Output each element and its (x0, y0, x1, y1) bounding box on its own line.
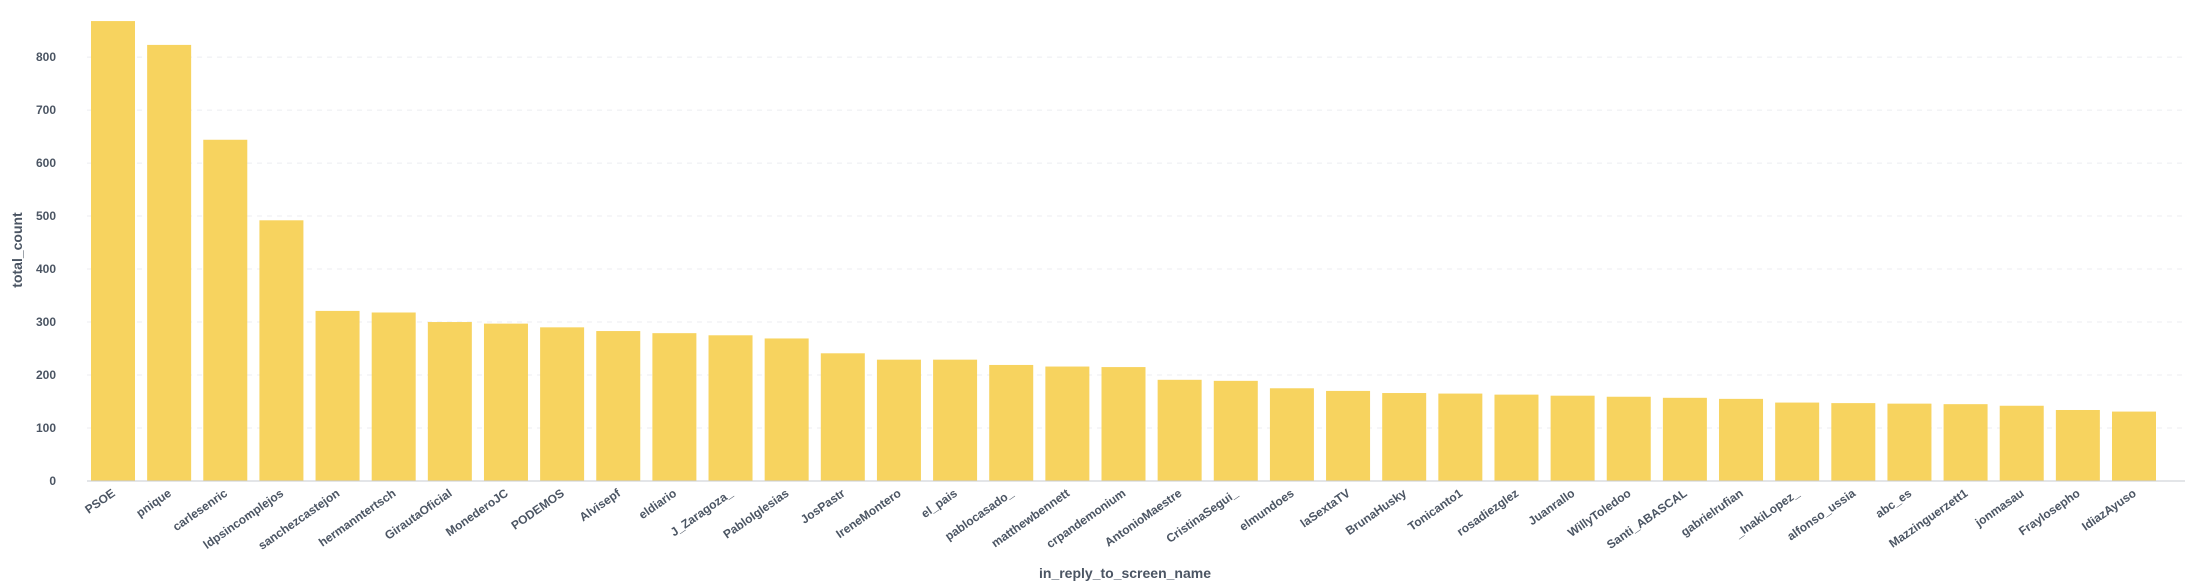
x-tick-label: pnique (134, 486, 175, 520)
bar[interactable] (708, 335, 753, 481)
bar[interactable] (2055, 409, 2100, 481)
bars (91, 21, 2156, 481)
y-tick-label: 500 (36, 209, 56, 223)
bar[interactable] (259, 220, 304, 481)
bar[interactable] (483, 323, 528, 481)
bar[interactable] (203, 139, 248, 481)
bar[interactable] (1775, 402, 1820, 481)
bar[interactable] (1662, 397, 1707, 481)
x-tick-label: IdiazAyuso (2079, 486, 2139, 534)
bar[interactable] (764, 338, 809, 481)
y-tick-label: 800 (36, 50, 56, 64)
bar[interactable] (1494, 394, 1539, 481)
bar[interactable] (1831, 403, 1876, 481)
x-tick-label: eldiario (636, 486, 679, 522)
x-tick-label: rosadiezglez (1454, 486, 1521, 539)
x-tick-label: elmundoes (1237, 486, 1297, 534)
x-tick-label: MonederoJC (443, 486, 511, 539)
bar[interactable] (1550, 395, 1595, 481)
bar[interactable] (820, 353, 865, 481)
bar[interactable] (147, 44, 192, 481)
bar[interactable] (1269, 388, 1314, 481)
bar[interactable] (596, 331, 641, 481)
bar[interactable] (1157, 379, 1202, 481)
x-axis-ticks: PSOE pniquecarlesenricldpsincomplejossanc… (82, 485, 2138, 552)
bar[interactable] (371, 312, 416, 481)
x-tick-label: PODEMOS (509, 486, 567, 533)
x-tick-label: Fraylosepho (2016, 486, 2082, 538)
bar[interactable] (427, 322, 472, 481)
y-axis-ticks: 0 100 200 300 400 500 600 700 800 (36, 50, 56, 488)
x-axis-title: in_reply_to_screen_name (1039, 565, 1211, 581)
bar[interactable] (1438, 393, 1483, 481)
x-tick-label: Alvisepf (577, 485, 624, 524)
bar[interactable] (2112, 411, 2156, 481)
bar[interactable] (315, 310, 360, 481)
y-tick-label: 0 (49, 474, 56, 488)
bar[interactable] (1045, 366, 1090, 481)
x-tick-label: PSOE (82, 486, 117, 517)
y-tick-label: 400 (36, 262, 56, 276)
y-tick-label: 700 (36, 103, 56, 117)
x-tick-label: el_pais (918, 486, 960, 521)
bar[interactable] (1943, 404, 1988, 481)
bar[interactable] (1606, 396, 1651, 481)
x-tick-label: JosPastr (798, 486, 848, 527)
y-tick-label: 600 (36, 156, 56, 170)
bar[interactable] (652, 333, 697, 481)
x-tick-label: Juanrallo (1526, 486, 1578, 528)
bar[interactable] (1326, 390, 1371, 481)
y-tick-label: 200 (36, 368, 56, 382)
bar[interactable] (1999, 405, 2044, 481)
bar[interactable] (1213, 380, 1258, 481)
x-tick-label: jonmasau (1972, 486, 2027, 530)
y-tick-label: 100 (36, 421, 56, 435)
bar[interactable] (1101, 367, 1146, 481)
y-tick-label: 300 (36, 315, 56, 329)
x-tick-label: BrunaHusky (1343, 486, 1409, 538)
bar[interactable] (989, 364, 1034, 481)
y-axis-title: total_count (9, 212, 25, 288)
x-tick-label: abc_es (1873, 486, 1915, 521)
bar[interactable] (540, 327, 585, 481)
bar[interactable] (933, 359, 978, 481)
bar[interactable] (876, 359, 921, 481)
bar[interactable] (1382, 393, 1427, 481)
x-tick-label: laSextaTV (1298, 486, 1353, 530)
bar[interactable] (91, 21, 135, 481)
bar[interactable] (1887, 403, 1932, 481)
bar[interactable] (1719, 398, 1764, 481)
